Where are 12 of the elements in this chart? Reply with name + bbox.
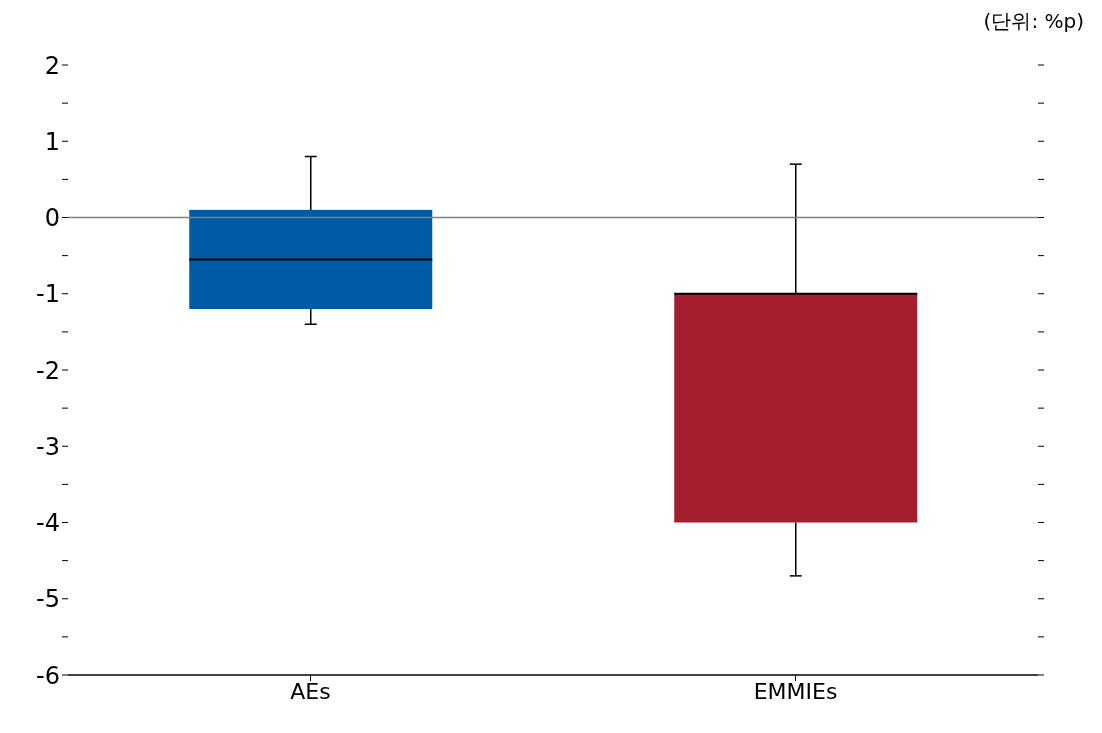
- y-tick-label: -4: [36, 509, 60, 538]
- text: (단위: %p): [983, 8, 1084, 35]
- y-tick-label: -2: [36, 356, 60, 385]
- y-tick-label: -5: [36, 585, 60, 614]
- y-tick-label: -3: [36, 432, 60, 461]
- x-tick-label: EMMIEs: [753, 678, 838, 704]
- x-tick-label: AEs: [290, 678, 331, 704]
- y-tick-label: 2: [44, 51, 60, 80]
- y-tick-label: 1: [44, 127, 60, 156]
- y-tick-label: 0: [44, 204, 60, 233]
- y-tick-label: -1: [36, 280, 60, 309]
- y-tick-label: -6: [36, 661, 60, 690]
